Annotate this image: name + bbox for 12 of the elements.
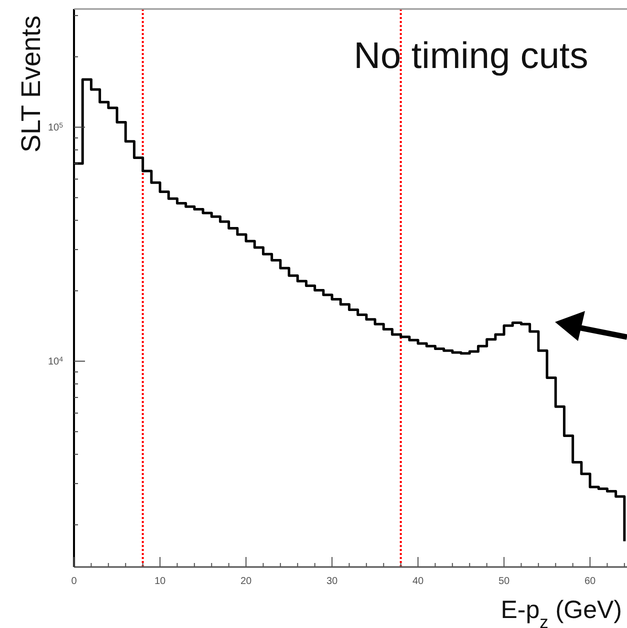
x-tick-label: 20 (240, 576, 252, 587)
x-tick-label: 30 (326, 576, 338, 587)
y-tick-label: 10$^{4}$ (48, 356, 64, 368)
y-tick-label: 10$^{5}$ (48, 122, 64, 134)
x-tick-label: 10 (154, 576, 166, 587)
x-tick-label: 40 (412, 576, 424, 587)
x-axis-title: E-p$_{z}$ (GeV) (500, 596, 622, 628)
annotation: No timing cuts (354, 35, 588, 76)
x-tick-label: 50 (498, 576, 510, 587)
x-tick-label: 0 (71, 576, 78, 587)
x-tick-label: 60 (584, 576, 596, 587)
y-axis-title: SLT Events (16, 15, 46, 153)
